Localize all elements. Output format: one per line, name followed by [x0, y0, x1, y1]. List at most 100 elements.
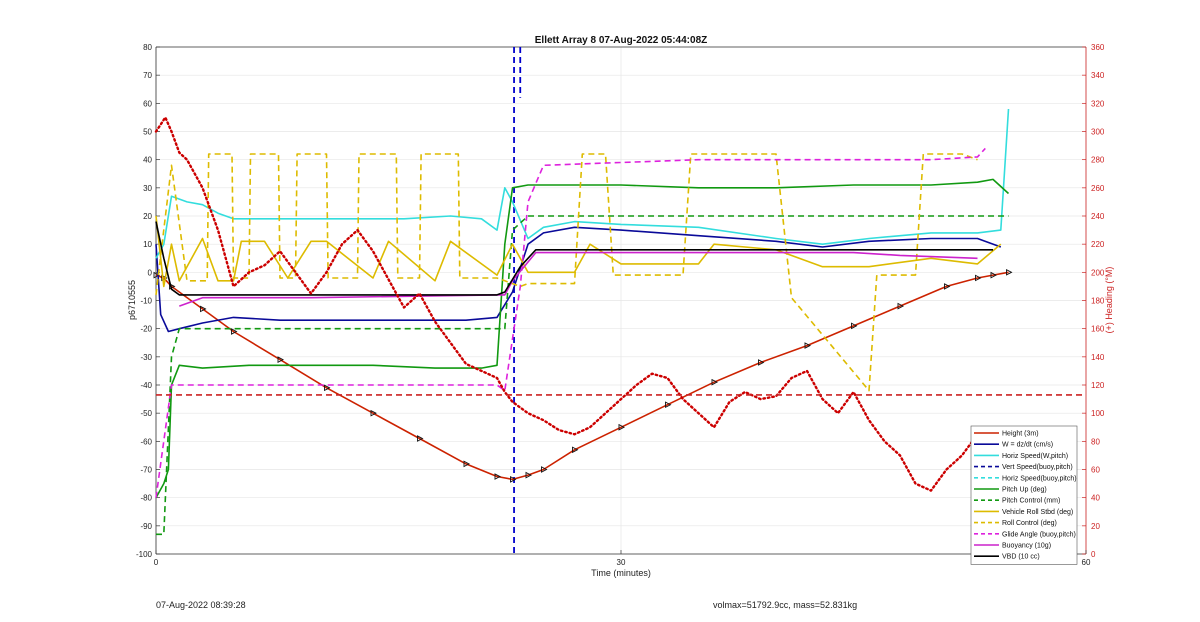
series-line-glide-angle-buoy-pitch [155, 147, 986, 498]
series-line-vbd-10-cc [155, 221, 993, 296]
y2-axis-label: (+) Heading (°M) [1104, 267, 1114, 334]
legend-entry: Height (3m) [1002, 431, 1039, 438]
chart-title: Ellett Array 8 07-Aug-2022 05:44:08Z [535, 35, 708, 46]
legend-entry: Vert Speed(buoy,pitch) [1002, 464, 1073, 471]
y2-tick-label: 240 [1091, 212, 1105, 221]
legend-entry: Horiz Speed(W,pitch) [1002, 453, 1068, 460]
legend-entry: Roll Control (deg) [1002, 520, 1057, 527]
y-tick-label: 10 [143, 240, 152, 249]
y2-tick-label: 120 [1091, 381, 1105, 390]
y2-tick-label: 160 [1091, 325, 1105, 334]
y2-tick-label: 320 [1091, 99, 1105, 108]
y-tick-label: 20 [143, 212, 152, 221]
y-tick-label: 60 [143, 99, 152, 108]
y2-tick-label: 0 [1091, 550, 1096, 559]
height-point-marker [711, 378, 718, 386]
x-tick-label: 30 [617, 558, 626, 567]
y-tick-label: -30 [140, 353, 152, 362]
height-point-marker [897, 302, 904, 310]
series-line-pitch-up-deg [155, 178, 1010, 499]
series-line-pitch-control-mm [156, 215, 1009, 536]
footer-vehicle-info: volmax=51792.9cc, mass=52.831kg [713, 600, 858, 610]
y2-tick-label: 300 [1091, 128, 1105, 137]
height-point-marker [1006, 268, 1013, 276]
height-point-marker [944, 283, 951, 290]
height-point-marker [494, 473, 501, 480]
height-point-marker [665, 401, 672, 409]
grid [155, 46, 1087, 555]
series-layer [153, 47, 1086, 554]
height-point-marker [200, 305, 207, 313]
y-tick-label: 0 [148, 268, 153, 277]
height-point-marker [758, 359, 765, 366]
y-tick-label: -40 [140, 381, 152, 390]
y-tick-label: 70 [143, 71, 152, 80]
height-point-marker [463, 460, 470, 468]
y-tick-label: 30 [143, 184, 152, 193]
y2-tick-label: 140 [1091, 353, 1105, 362]
height-point-marker [161, 274, 168, 282]
legend-box [970, 425, 1078, 565]
height-point-marker [231, 328, 238, 335]
legend-entry: Vehicle Roll Stbd (deg) [1002, 509, 1073, 516]
y2-tick-label: 100 [1091, 409, 1105, 418]
height-point-marker [525, 471, 532, 479]
series-line-height-3m [155, 271, 1009, 481]
y-tick-label: -50 [140, 409, 152, 418]
height-point-marker [572, 446, 579, 454]
y-tick-label: 80 [143, 43, 152, 52]
y-tick-label: -20 [140, 325, 152, 334]
y-tick-label: 40 [143, 156, 152, 165]
y2-tick-label: 40 [1091, 494, 1100, 503]
height-point-marker [618, 423, 625, 431]
y2-tick-label: 80 [1091, 437, 1100, 446]
y-tick-label: -80 [140, 494, 152, 503]
y2-tick-label: 360 [1091, 43, 1105, 52]
legend-entry: W = dz/dt (cm/s) [1002, 442, 1053, 449]
y-tick-label: -70 [140, 466, 152, 475]
x-tick-label: 0 [154, 558, 159, 567]
legend-entry: Pitch Up (deg) [1002, 487, 1047, 494]
height-point-marker [510, 476, 517, 483]
series-line-w-dz-dt-cm-s [155, 226, 1002, 333]
height-point-marker [975, 274, 982, 282]
height-point-marker [990, 271, 997, 279]
height-point-marker [153, 271, 160, 279]
series-line-buoyancy-10g [179, 251, 978, 307]
y-axis-label: p6710555 [127, 280, 137, 320]
y2-tick-label: 20 [1091, 522, 1100, 531]
y2-tick-label: 280 [1091, 156, 1105, 165]
y-tick-label: -90 [140, 522, 152, 531]
legend-entry: Buoyancy (10g) [1002, 543, 1051, 550]
height-point-marker [851, 322, 858, 330]
footer-timestamp: 07-Aug-2022 08:39:28 [156, 600, 246, 610]
height-point-marker [417, 435, 424, 442]
legend-entry: Pitch Control (mm) [1002, 498, 1060, 505]
y2-tick-label: 220 [1091, 240, 1105, 249]
height-point-marker [277, 356, 284, 363]
y-tick-label: -10 [140, 297, 152, 306]
y2-tick-label: 200 [1091, 268, 1105, 277]
height-point-marker [804, 342, 811, 349]
height-point-marker [541, 466, 548, 473]
y-tick-label: 50 [143, 128, 152, 137]
legend-entry: Horiz Speed(buoy,pitch) [1002, 475, 1077, 482]
legend-entry: Glide Angle (buoy,pitch) [1002, 531, 1076, 538]
height-point-marker [169, 283, 176, 290]
axes: -100-90-80-70-60-50-40-30-20-10010203040… [136, 43, 1105, 567]
y-tick-label: -100 [136, 550, 153, 559]
series-line-heading [154, 116, 995, 492]
legend-entry: VBD (10 cc) [1002, 554, 1040, 561]
y2-tick-label: 340 [1091, 71, 1105, 80]
legend: Height (3m) W = dz/dt (cm/s) Horiz Speed(W… [970, 425, 1078, 565]
x-axis-label: Time (minutes) [591, 568, 651, 578]
y-tick-label: -60 [140, 437, 152, 446]
height-point-marker [324, 384, 331, 392]
x-tick-label: 60 [1082, 558, 1091, 567]
height-point-marker [370, 409, 377, 417]
y2-tick-label: 260 [1091, 184, 1105, 193]
y2-tick-label: 180 [1091, 297, 1105, 306]
series-line-roll-control-deg [155, 153, 978, 392]
y2-tick-label: 60 [1091, 466, 1100, 475]
